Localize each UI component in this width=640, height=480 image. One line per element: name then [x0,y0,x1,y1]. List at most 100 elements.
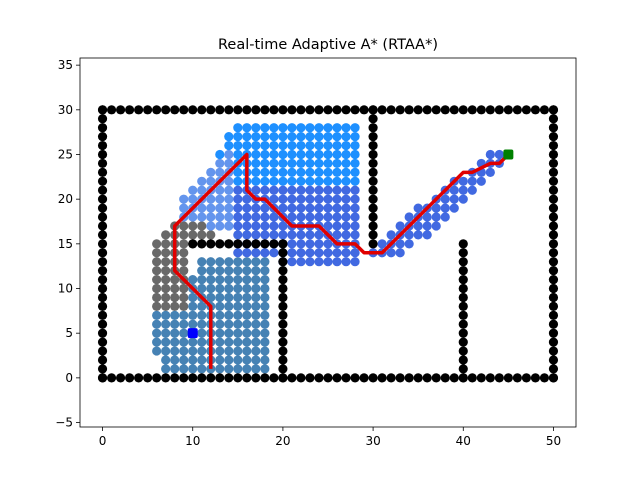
explored-point [242,301,252,311]
explored-point [467,176,477,186]
plot-frame [79,57,577,428]
explored-point [206,274,216,285]
explored-point [233,310,243,320]
explored-point [251,364,261,374]
explored-point [278,185,288,195]
explored-point [305,185,315,195]
explored-point [287,149,297,160]
explored-point [332,132,342,142]
explored-point [152,301,162,311]
obstacle-point [97,274,108,285]
explored-point [233,132,243,142]
explored-point [233,274,243,285]
explored-point [215,292,225,303]
obstacle-point [278,257,288,267]
explored-point [188,230,198,240]
obstacle-point [188,373,198,383]
obstacle-point [188,239,198,249]
explored-point [314,185,324,195]
explored-point [341,194,351,204]
explored-point [152,248,162,258]
explored-point [215,194,225,204]
obstacle-point [458,105,468,115]
explored-point [242,221,252,231]
obstacle-point [215,373,225,383]
obstacle-point [548,176,559,186]
explored-point [287,123,297,133]
explored-point [197,257,207,267]
explored-point [161,274,171,285]
obstacle-point [323,373,333,383]
obstacle-point [260,373,270,383]
obstacle-point [97,301,108,311]
explored-point [242,346,252,356]
explored-point [287,158,297,169]
obstacle-point [224,373,234,383]
explored-point [224,140,234,151]
explored-point [251,158,261,169]
explored-point [305,149,315,160]
obstacle-point [97,114,108,124]
explored-point [251,123,261,133]
obstacle-point [97,185,108,195]
explored-point [197,212,207,222]
obstacle-point [224,239,234,249]
explored-point [350,230,360,240]
explored-point [296,158,306,169]
explored-point [314,149,324,160]
x-tick-label: 10 [185,434,200,448]
explored-point [296,248,306,258]
obstacle-point [548,140,559,151]
explored-point [224,132,234,142]
explored-point [179,221,189,231]
explored-point [233,266,243,276]
explored-point [197,203,207,213]
obstacle-point [458,373,468,383]
explored-point [242,337,252,347]
obstacle-point [548,123,559,133]
obstacle-point [233,239,243,249]
explored-point [305,140,315,151]
obstacle-point [548,167,559,177]
obstacle-point [197,239,207,249]
obstacle-point [233,373,243,383]
explored-point [287,132,297,142]
explored-point [251,203,261,213]
explored-point [260,149,270,160]
obstacle-point [97,221,108,231]
explored-point [260,230,270,240]
obstacle-point [548,230,559,240]
explored-point [170,319,180,329]
explored-point [161,292,171,303]
explored-point [269,185,279,195]
explored-point [314,230,324,240]
explored-point [305,248,315,258]
obstacle-point [548,105,559,115]
obstacle-point [548,283,559,294]
explored-point [152,257,162,267]
explored-point [242,123,252,133]
obstacle-point [512,373,522,383]
obstacle-point [97,203,108,213]
explored-point [341,203,351,213]
explored-point [197,185,207,195]
explored-point [224,158,234,169]
explored-point [242,203,252,213]
explored-point [260,355,270,365]
explored-point [251,132,261,142]
obstacle-point [395,373,405,383]
obstacle-point [368,105,378,115]
obstacle-point [539,105,550,115]
explored-point [152,283,162,294]
explored-point [350,140,360,151]
explored-point [260,310,270,320]
y-axis: −5 0 5 10 15 20 25 30 35 [55,58,80,430]
explored-point [242,230,252,240]
explored-point [278,221,288,231]
explored-point [323,176,333,186]
obstacle-point [170,105,180,115]
explored-point [449,194,459,204]
explored-point [278,194,288,204]
obstacle-point [458,346,468,356]
explored-point [296,140,306,151]
